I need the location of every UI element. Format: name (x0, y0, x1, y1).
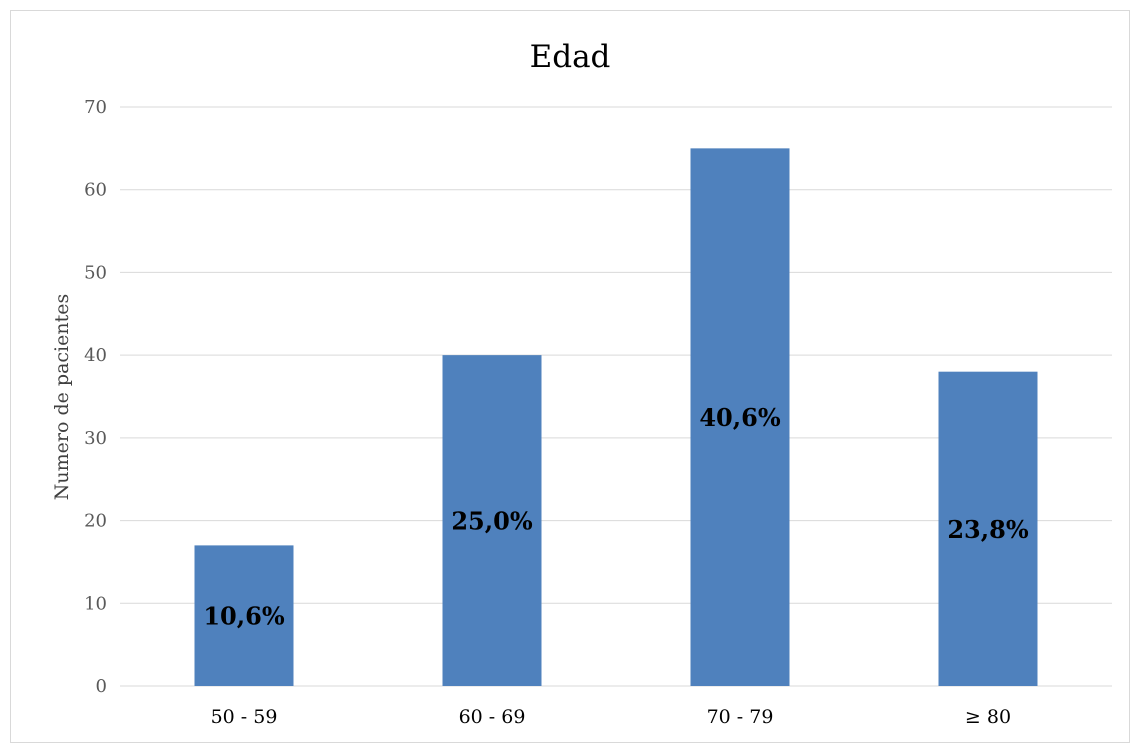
x-category-label: 50 - 59 (211, 706, 278, 728)
bar-data-label: 10,6% (203, 602, 284, 631)
bars (194, 148, 1038, 686)
data-labels: 10,6% 25,0% 40,6% 23,8% (203, 403, 1028, 631)
bar-data-label: 40,6% (699, 403, 780, 432)
x-category-labels: 50 - 59 60 - 69 70 - 79 ≥ 80 (211, 706, 1012, 728)
bar (442, 355, 542, 686)
y-axis-label: Numero de pacientes (51, 294, 73, 500)
bar (938, 371, 1038, 686)
bar (690, 148, 790, 686)
chart-title: Edad (530, 39, 611, 75)
y-tick-label: 20 (84, 511, 107, 532)
bar-data-label: 23,8% (947, 515, 1028, 544)
y-tick-label: 50 (84, 262, 107, 283)
y-tick-label: 40 (84, 345, 107, 366)
x-category-label: 70 - 79 (707, 706, 774, 728)
y-tick-label: 70 (84, 97, 107, 118)
y-tick-label: 10 (84, 593, 107, 614)
y-tick-labels: 0 10 20 30 40 50 60 70 (84, 97, 107, 697)
bar-data-label: 25,0% (451, 507, 532, 536)
x-category-label: 60 - 69 (459, 706, 526, 728)
y-tick-label: 0 (96, 676, 107, 697)
bar (194, 545, 294, 686)
x-category-label: ≥ 80 (965, 706, 1011, 728)
y-tick-label: 60 (84, 180, 107, 201)
y-tick-label: 30 (84, 428, 107, 449)
